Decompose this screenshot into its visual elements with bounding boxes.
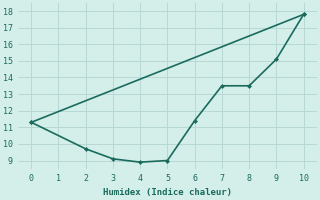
X-axis label: Humidex (Indice chaleur): Humidex (Indice chaleur)	[103, 188, 232, 197]
